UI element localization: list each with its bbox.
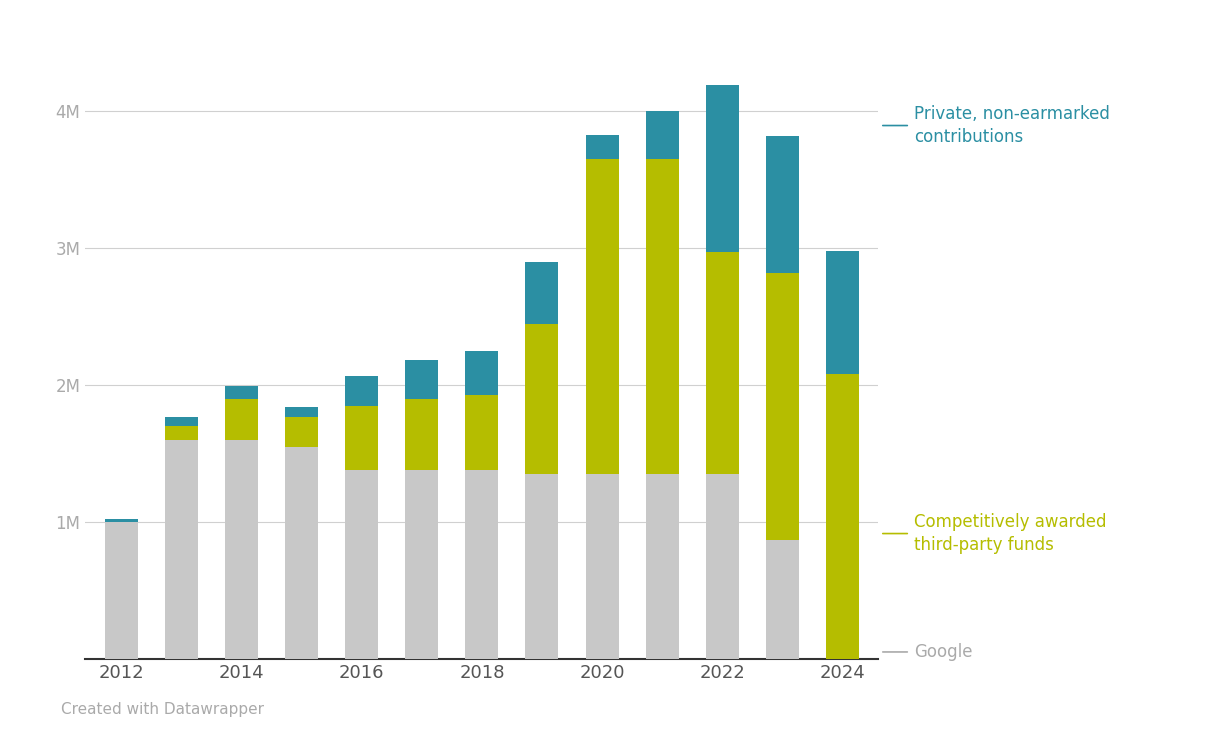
Bar <box>645 160 678 474</box>
Text: Created with Datawrapper: Created with Datawrapper <box>61 703 264 717</box>
Bar <box>165 417 198 426</box>
Bar <box>285 407 318 417</box>
Bar <box>165 440 198 659</box>
Bar <box>526 474 559 659</box>
Bar <box>526 262 559 324</box>
Bar <box>224 440 259 659</box>
Text: Competitively awarded
third-party funds: Competitively awarded third-party funds <box>914 512 1107 554</box>
Bar <box>105 522 138 659</box>
Bar <box>345 406 378 470</box>
Bar <box>405 470 438 659</box>
Bar <box>285 447 318 659</box>
Text: Google: Google <box>914 643 972 661</box>
Bar <box>405 399 438 470</box>
Bar <box>766 273 799 539</box>
Bar <box>224 386 259 399</box>
Bar <box>526 324 559 474</box>
Bar <box>465 395 499 470</box>
Bar <box>766 539 799 659</box>
Bar <box>705 86 739 253</box>
Bar <box>345 376 378 406</box>
Bar <box>645 474 678 659</box>
Bar <box>586 160 619 474</box>
Bar <box>645 111 678 160</box>
Bar <box>165 426 198 440</box>
Bar <box>586 135 619 160</box>
Text: Private, non-earmarked
contributions: Private, non-earmarked contributions <box>914 105 1110 146</box>
Bar <box>586 474 619 659</box>
Bar <box>705 474 739 659</box>
Bar <box>345 470 378 659</box>
Bar <box>105 519 138 522</box>
Bar <box>826 374 859 659</box>
Bar <box>705 253 739 474</box>
Bar <box>465 351 499 395</box>
Bar <box>285 417 318 447</box>
Bar <box>405 360 438 399</box>
Bar <box>224 399 259 440</box>
Bar <box>766 136 799 273</box>
Bar <box>465 470 499 659</box>
Bar <box>826 251 859 374</box>
